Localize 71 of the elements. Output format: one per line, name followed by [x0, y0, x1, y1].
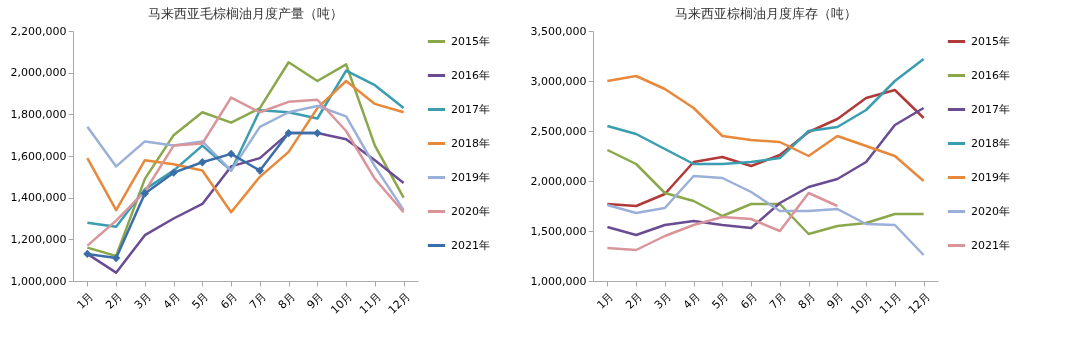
x-tick-label: 9月 — [824, 289, 847, 312]
point — [226, 149, 236, 159]
x-tick-label: 4月 — [680, 289, 703, 312]
line-series — [606, 148, 925, 236]
x-tick-label: 3月 — [131, 289, 154, 312]
point — [313, 128, 322, 138]
point — [111, 253, 121, 263]
x-tick-label: 10月 — [848, 289, 876, 317]
point — [198, 158, 207, 167]
x-tick-label: 2月 — [103, 289, 126, 312]
x-tick-label: 7月 — [766, 289, 789, 312]
y-tick-label: 2,200,000 — [10, 24, 67, 38]
legend-label: 2019年 — [971, 170, 1010, 184]
legend-label: 2015年 — [971, 34, 1010, 48]
point — [284, 128, 293, 138]
line-series — [606, 191, 839, 252]
x-tick-label: 8月 — [795, 289, 818, 312]
point — [255, 166, 265, 175]
chart-title: 马来西亚棕榈油月度库存（吨） — [674, 6, 857, 21]
line-series — [606, 174, 925, 257]
line-series — [606, 57, 925, 166]
legend-label: 2018年 — [451, 136, 490, 150]
y-tick-label: 2,000,000 — [530, 174, 587, 188]
legend-label: 2020年 — [971, 204, 1010, 218]
legend-label: 2016年 — [451, 68, 490, 82]
y-tick-label: 1,600,000 — [10, 149, 67, 163]
legend-label: 2021年 — [451, 238, 490, 252]
x-tick-label: 1月 — [594, 289, 617, 312]
x-tick-label: 12月 — [385, 289, 413, 317]
x-tick-label: 11月 — [356, 289, 384, 317]
x-tick-label: 12月 — [905, 289, 933, 317]
x-tick-label: 4月 — [160, 289, 183, 312]
x-tick-label: 11月 — [876, 289, 904, 317]
point — [169, 168, 178, 177]
y-tick-label: 1,500,000 — [530, 224, 587, 238]
x-tick-label: 7月 — [246, 289, 269, 312]
legend-label: 2021年 — [971, 238, 1010, 252]
y-tick-label: 3,500,000 — [530, 24, 587, 38]
x-tick-label: 6月 — [218, 289, 241, 312]
x-tick-label: 10月 — [328, 289, 356, 317]
y-tick-label: 1,800,000 — [10, 107, 67, 121]
y-tick-label: 1,000,000 — [530, 274, 587, 288]
y-tick-label: 3,000,000 — [530, 74, 587, 88]
legend-label: 2020年 — [451, 204, 490, 218]
x-tick-label: 5月 — [189, 289, 212, 312]
legend-label: 2017年 — [971, 102, 1010, 116]
y-tick-label: 1,400,000 — [10, 191, 67, 205]
line-series — [86, 96, 405, 247]
legend-label: 2015年 — [451, 34, 490, 48]
point — [83, 249, 92, 259]
x-tick-label: 9月 — [304, 289, 327, 312]
x-tick-label: 2月 — [623, 289, 646, 312]
x-tick-label: 5月 — [709, 289, 732, 312]
legend-label: 2018年 — [971, 136, 1010, 150]
line-series — [86, 104, 405, 212]
y-tick-label: 2,500,000 — [530, 124, 587, 138]
legend-label: 2017年 — [451, 102, 490, 116]
y-tick-label: 1,200,000 — [10, 232, 67, 246]
legend-label: 2019年 — [451, 170, 490, 184]
point — [140, 189, 150, 198]
x-tick-label: 6月 — [738, 289, 761, 312]
legend-label: 2016年 — [971, 68, 1010, 82]
line-series — [86, 79, 405, 214]
y-tick-label: 1,000,000 — [10, 274, 67, 288]
chart-title: 马来西亚毛棕榈油月度产量（吨） — [148, 6, 343, 21]
line-series — [606, 74, 925, 183]
line-series — [606, 106, 925, 237]
x-tick-label: 8月 — [275, 289, 298, 312]
y-tick-label: 2,000,000 — [10, 66, 67, 80]
x-tick-label: 1月 — [74, 289, 97, 312]
x-tick-label: 3月 — [651, 289, 674, 312]
